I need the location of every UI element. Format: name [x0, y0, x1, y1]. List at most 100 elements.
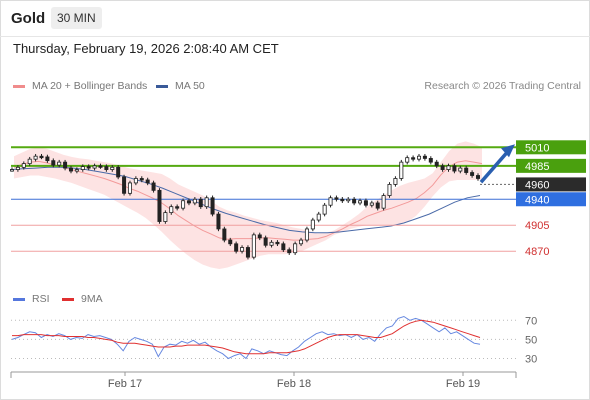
price-candle: [216, 213, 221, 230]
price-candle: [458, 167, 463, 172]
projection-arrow-shaft: [479, 150, 510, 184]
price-candle: [446, 165, 451, 170]
legend-rsi: RSI: [13, 293, 50, 305]
price-candle: [204, 197, 209, 208]
price-candle: [328, 197, 333, 206]
price-candle: [186, 200, 191, 204]
price-candle: [74, 169, 79, 172]
rsi-line: [11, 315, 481, 360]
price-candle: [151, 182, 156, 191]
price-candle: [340, 198, 345, 202]
timeframe-button[interactable]: 30 MIN: [51, 7, 102, 29]
price-candle: [245, 247, 250, 258]
price-candle: [86, 166, 91, 169]
level-label-5010: 5010: [525, 142, 549, 154]
price-candle: [45, 156, 50, 162]
level-label-4960: 4960: [525, 179, 549, 191]
price-candle: [263, 237, 268, 246]
price-candle: [175, 206, 180, 209]
level-label-4905: 4905: [525, 220, 549, 232]
price-candle: [68, 167, 73, 172]
price-candle: [80, 166, 85, 170]
price-candle: [475, 175, 480, 179]
price-candle: [363, 200, 368, 206]
price-candle: [57, 161, 62, 166]
ma20-line: [13, 160, 483, 241]
price-candle: [375, 202, 380, 209]
legend-ma50-label: MA 50: [175, 80, 205, 92]
price-candle: [51, 160, 56, 166]
price-candle: [110, 166, 115, 170]
price-candle: [428, 158, 433, 163]
price-candle: [222, 228, 227, 241]
price-candle: [251, 234, 256, 258]
legend-9ma-swatch: [62, 297, 74, 301]
legend-9ma: 9MA: [62, 293, 103, 305]
price-candle: [9, 169, 14, 172]
legend-rsi-label: RSI: [32, 293, 50, 305]
level-tag-4985: [516, 158, 586, 173]
price-candle: [310, 219, 315, 230]
price-candle: [464, 167, 469, 173]
price-candle: [352, 198, 357, 204]
price-candle: [405, 157, 410, 163]
research-credit: Research © 2026 Trading Central: [424, 80, 581, 92]
legend-ma50-swatch: [156, 84, 168, 88]
price-candle: [127, 182, 132, 194]
level-label-4985: 4985: [525, 161, 549, 173]
rsi-tick-70: 70: [525, 315, 537, 327]
price-candle: [281, 243, 286, 251]
price-candle: [122, 176, 127, 194]
price-candle: [411, 157, 416, 160]
price-candle: [417, 155, 422, 160]
price-candle: [452, 165, 457, 172]
level-tag-5010: [516, 140, 586, 155]
price-candle: [15, 166, 20, 170]
price-candle: [434, 161, 439, 167]
price-candle: [287, 249, 292, 254]
price-candle: [163, 212, 168, 222]
legend-bollinger-swatch: [13, 84, 25, 88]
price-candle: [304, 228, 309, 241]
rsi-tick-50: 50: [525, 334, 537, 346]
price-candle: [269, 241, 274, 246]
price-candle: [299, 239, 304, 245]
price-bars: [9, 153, 480, 260]
legend-rsi-swatch: [13, 297, 25, 301]
price-candle: [145, 179, 150, 184]
price-candle: [21, 163, 26, 168]
price-candle: [104, 166, 109, 170]
timestamp: Thursday, February 19, 2026 2:08:40 AM C…: [13, 41, 279, 56]
price-candle: [181, 200, 186, 209]
price-candle: [369, 202, 374, 206]
legend-bollinger-label: MA 20 + Bollinger Bands: [32, 80, 148, 92]
price-candle: [39, 155, 44, 159]
price-candle: [139, 178, 144, 181]
price-candle: [334, 197, 339, 200]
price-candle: [234, 243, 239, 252]
price-candle: [346, 198, 351, 202]
price-candle: [316, 213, 321, 221]
legend-bollinger: MA 20 + Bollinger Bands: [13, 80, 147, 92]
price-candle: [358, 200, 363, 204]
price-candle: [192, 198, 197, 204]
level-label-4870: 4870: [525, 246, 549, 258]
level-label-4940: 4940: [525, 194, 549, 206]
level-tag-4960: [516, 177, 586, 192]
x-tick-label: Feb 19: [446, 378, 480, 390]
projection-arrow-head: [501, 144, 515, 158]
price-candle: [399, 161, 404, 179]
price-candle: [210, 197, 215, 215]
header-bar: Gold 30 MIN: [0, 0, 590, 37]
price-candle: [275, 241, 280, 245]
price-candle: [92, 165, 97, 169]
price-candle: [116, 166, 121, 178]
price-candle: [381, 195, 386, 209]
rsi-tick-30: 30: [525, 353, 537, 365]
price-candle: [228, 239, 233, 245]
rsi-9ma-line: [12, 319, 481, 355]
level-tag-4940: [516, 192, 586, 207]
price-candle: [63, 161, 68, 169]
price-candle: [322, 204, 327, 215]
